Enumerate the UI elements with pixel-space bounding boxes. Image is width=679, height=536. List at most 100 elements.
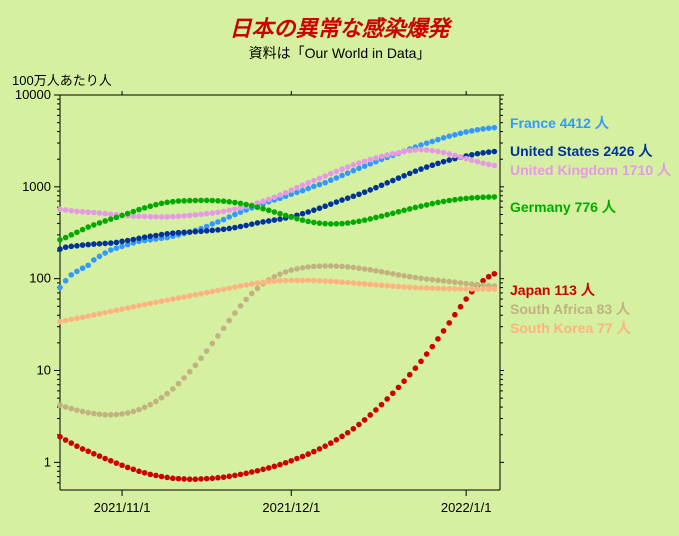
data-point (125, 305, 131, 311)
data-point (356, 218, 362, 224)
data-point (351, 219, 357, 225)
data-point (164, 391, 170, 397)
data-point (114, 245, 120, 251)
data-point (193, 198, 199, 204)
data-point (283, 269, 289, 275)
data-point (68, 406, 74, 412)
data-point (362, 217, 368, 223)
data-point (170, 214, 176, 220)
data-point (334, 169, 340, 175)
data-point (215, 198, 221, 204)
data-point (469, 286, 475, 292)
data-point (345, 430, 351, 436)
data-point (266, 197, 272, 203)
data-point (136, 236, 142, 242)
data-point (317, 278, 323, 284)
data-point (339, 166, 345, 172)
data-point (430, 148, 436, 154)
data-point (452, 312, 458, 318)
data-point (215, 210, 221, 216)
data-point (379, 269, 385, 275)
data-point (446, 286, 452, 292)
data-point (418, 166, 424, 172)
data-point (181, 198, 187, 204)
data-point (390, 390, 396, 396)
data-point (351, 168, 357, 174)
data-point (232, 473, 238, 479)
data-point (147, 233, 153, 239)
data-point (367, 157, 373, 163)
data-point (108, 247, 114, 253)
data-point (367, 282, 373, 288)
data-point (418, 147, 424, 153)
data-point (305, 209, 311, 215)
data-point (311, 220, 317, 226)
data-point (334, 175, 340, 181)
data-point (356, 166, 362, 172)
data-point (260, 199, 266, 205)
data-point (480, 160, 486, 166)
data-point (232, 284, 238, 290)
data-point (401, 273, 407, 279)
data-point (339, 279, 345, 285)
data-point (486, 274, 492, 280)
data-point (458, 154, 464, 160)
data-point (311, 264, 317, 270)
y-tick-label: 10000 (15, 87, 51, 102)
data-point (260, 467, 266, 473)
data-point (136, 407, 142, 413)
data-point (57, 285, 63, 291)
data-point (215, 219, 221, 225)
data-point (413, 168, 419, 174)
data-point (57, 206, 63, 212)
data-point (396, 385, 402, 391)
data-point (475, 151, 481, 157)
data-point (435, 161, 441, 167)
data-point (305, 451, 311, 457)
data-point (294, 456, 300, 462)
data-point (74, 269, 80, 275)
data-point (424, 285, 430, 291)
data-point (452, 197, 458, 203)
data-point (176, 230, 182, 236)
data-point (232, 206, 238, 212)
data-point (91, 451, 97, 457)
data-point (401, 378, 407, 384)
data-point (74, 229, 80, 235)
data-point (74, 443, 80, 449)
data-point (277, 216, 283, 222)
data-point (345, 280, 351, 286)
data-point (91, 257, 97, 263)
data-point (221, 209, 227, 215)
data-point (97, 210, 103, 216)
data-point (396, 272, 402, 278)
data-point (108, 309, 114, 315)
data-point (396, 284, 402, 290)
data-point (91, 222, 97, 228)
data-point (311, 207, 317, 213)
data-point (452, 153, 458, 159)
data-point (424, 147, 430, 153)
data-point (384, 270, 390, 276)
data-point (283, 460, 289, 466)
data-point (396, 150, 402, 156)
data-point (272, 194, 278, 200)
data-point (407, 285, 413, 291)
data-point (226, 473, 232, 479)
data-point (210, 228, 216, 234)
data-point (452, 286, 458, 292)
data-point (193, 212, 199, 218)
data-point (311, 178, 317, 184)
data-point (435, 286, 441, 292)
data-point (181, 294, 187, 300)
data-point (356, 160, 362, 166)
data-point (119, 213, 125, 219)
data-point (266, 465, 272, 471)
data-point (373, 155, 379, 161)
data-point (63, 278, 69, 284)
data-point (328, 263, 334, 269)
data-point (142, 405, 148, 411)
data-point (108, 212, 114, 218)
data-point (384, 212, 390, 218)
data-point (463, 296, 469, 302)
